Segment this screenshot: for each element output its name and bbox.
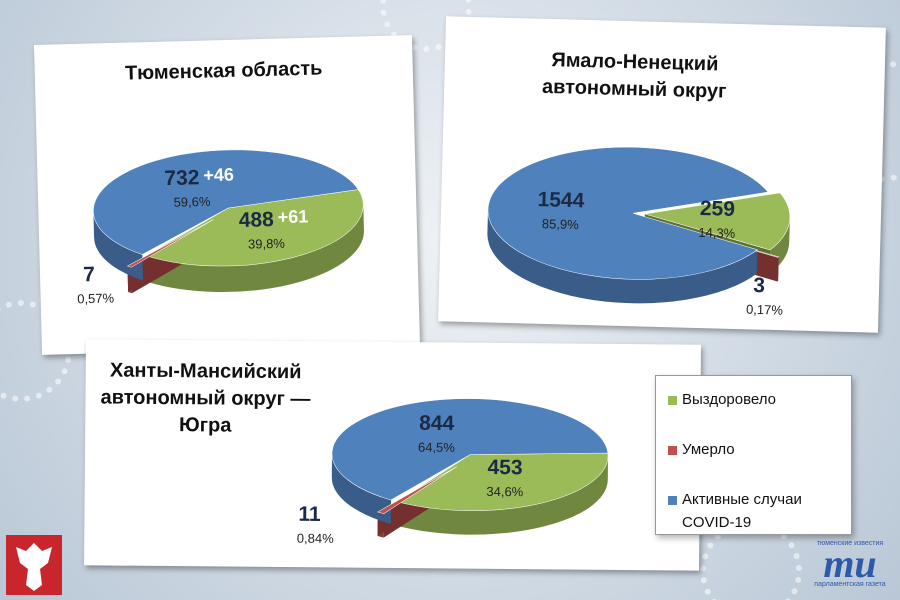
legend-label: Активные случаи COVID-19 bbox=[682, 491, 802, 531]
pie-slice bbox=[644, 192, 791, 251]
percent-label: 0,57% bbox=[77, 290, 115, 306]
data-label: 11 bbox=[298, 503, 321, 526]
pie-slice bbox=[377, 466, 457, 514]
logo-mark: ти bbox=[823, 541, 877, 586]
pie-slice-side bbox=[487, 209, 758, 304]
legend-key bbox=[668, 396, 677, 405]
legend-key bbox=[668, 446, 677, 455]
data-label: 844 bbox=[419, 412, 455, 435]
pie-slice-side bbox=[146, 204, 364, 293]
pie-slice bbox=[396, 452, 609, 511]
pie-slice bbox=[126, 219, 214, 268]
chart: 488 +61 39,8% 7 0,57% 732 +46 59,6% bbox=[77, 149, 364, 306]
data-label: 7 bbox=[83, 263, 95, 286]
chart-panel: Ямало-Ненецкий автономный округ 259 14,3%… bbox=[438, 16, 886, 333]
change-label: +61 bbox=[278, 206, 309, 227]
percent-label: 34,6% bbox=[486, 484, 523, 499]
emblem bbox=[6, 535, 62, 595]
pie-slice bbox=[145, 189, 364, 267]
data-label: 453 bbox=[487, 456, 522, 479]
legend-label: Умерло bbox=[682, 441, 735, 458]
logo-bottom: парламентская газета bbox=[814, 581, 886, 588]
pie-slice bbox=[487, 146, 769, 280]
percent-label: 59,6% bbox=[173, 194, 211, 210]
change-label: +46 bbox=[203, 165, 234, 186]
data-label: 259 bbox=[700, 197, 736, 221]
percent-label: 14,3% bbox=[698, 225, 736, 241]
chart-panel: Ханты-Мансийский автономный округ — Югра… bbox=[84, 339, 701, 571]
percent-label: 39,8% bbox=[248, 236, 286, 252]
data-label: 3 bbox=[753, 274, 765, 297]
percent-label: 0,17% bbox=[746, 302, 784, 318]
data-label: 488 bbox=[238, 208, 274, 232]
percent-label: 0,84% bbox=[297, 531, 334, 546]
chart-panel: Тюменская область 488 +61 39,8% 7 0,57% 732 +4… bbox=[34, 35, 420, 355]
data-label: 732 bbox=[164, 166, 200, 190]
pie-slice-side bbox=[93, 211, 144, 281]
emblem-eagle bbox=[16, 543, 52, 591]
percent-label: 64,5% bbox=[418, 440, 455, 455]
pie-slice bbox=[331, 398, 609, 501]
pie-slice bbox=[93, 149, 359, 255]
logo-top: тюменские известия bbox=[816, 540, 884, 547]
percent-label: 85,9% bbox=[542, 216, 580, 232]
legend-label: Выздоровело bbox=[682, 391, 777, 408]
pie-slice-side bbox=[396, 455, 609, 535]
legend-key bbox=[668, 496, 677, 505]
logo: тюменские известия ти парламентская газе… bbox=[805, 540, 895, 588]
chart: 259 14,3% 3 0,17% 1544 85,9% bbox=[487, 146, 791, 318]
chart: 453 34,6% 11 0,84% 844 64,5% bbox=[297, 398, 609, 546]
legend: Выздоровело Умерло Активные случаи COVID-1… bbox=[655, 375, 852, 535]
data-label: 1544 bbox=[537, 188, 585, 212]
